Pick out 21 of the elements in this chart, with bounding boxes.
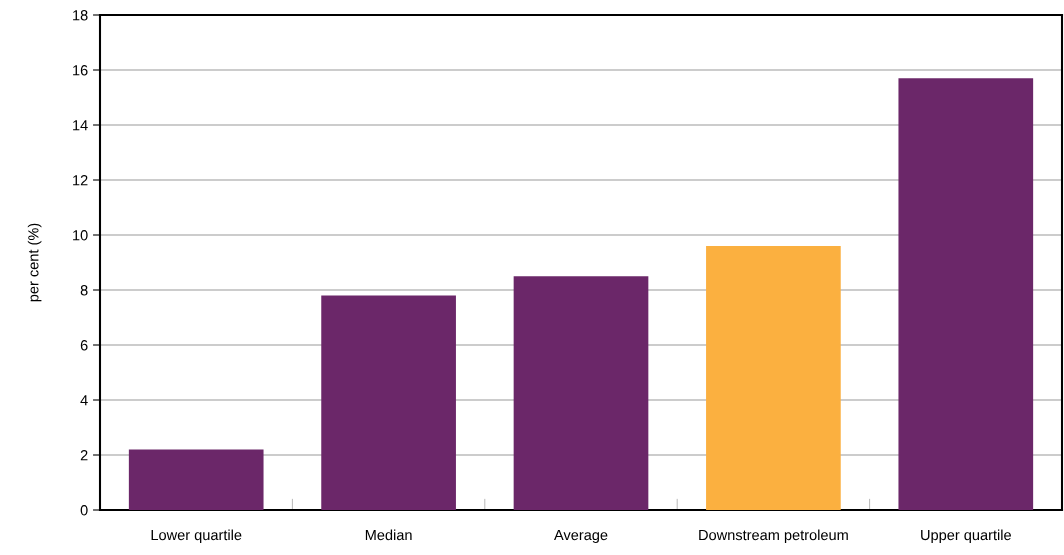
x-tick-label: Downstream petroleum (699, 529, 848, 544)
bar (128, 449, 264, 510)
y-tick-label: 2 (80, 450, 88, 461)
y-tick-label: 8 (80, 285, 88, 296)
y-tick-label: 4 (80, 395, 88, 406)
bar (898, 78, 1034, 510)
y-tick-label: 6 (80, 340, 88, 351)
y-tick-label: 0 (80, 505, 88, 516)
y-tick-label: 18 (73, 10, 88, 21)
y-axis-title: per cent (%) (27, 223, 42, 302)
y-tick-label: 16 (73, 65, 88, 76)
bar (513, 276, 649, 510)
x-tick-label: Average (554, 529, 608, 544)
y-tick-label: 12 (73, 175, 88, 186)
y-tick-label: 10 (73, 230, 88, 241)
bar (706, 246, 841, 510)
x-tick-label: Upper quartile (921, 529, 1011, 544)
x-tick-label: Lower quartile (151, 529, 242, 544)
bar (321, 295, 456, 510)
x-tick-label: Median (365, 529, 412, 541)
y-tick-label: 14 (73, 120, 88, 131)
